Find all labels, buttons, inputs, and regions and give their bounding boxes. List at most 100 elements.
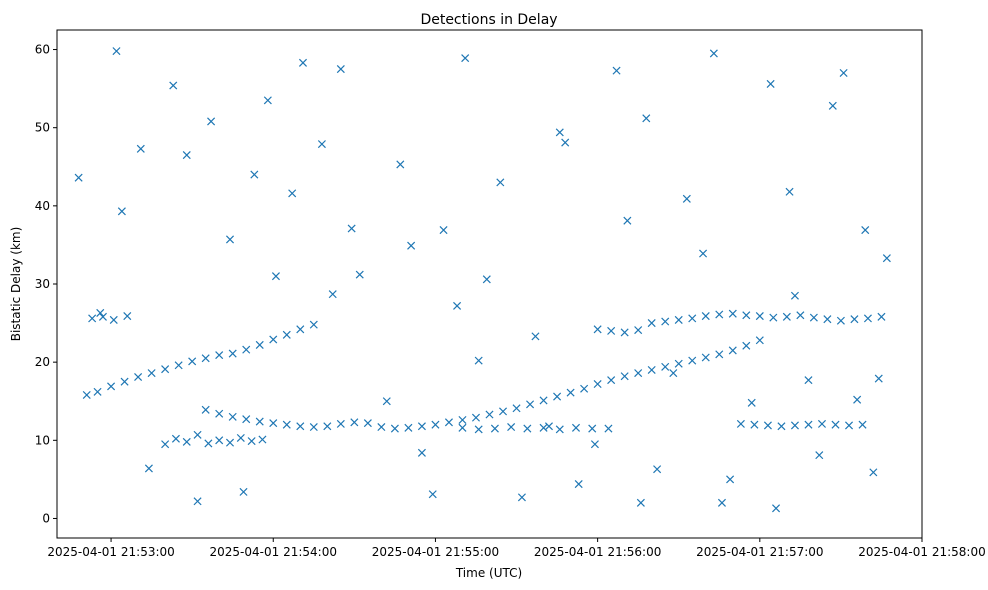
data-point (874, 374, 883, 383)
data-point (82, 390, 91, 400)
data-point (496, 178, 505, 187)
data-point (363, 419, 372, 428)
data-point (861, 226, 870, 235)
data-point (458, 423, 467, 432)
data-point (661, 362, 670, 371)
data-point (523, 424, 532, 433)
data-point (699, 249, 708, 258)
data-point (531, 332, 540, 341)
data-point (471, 413, 481, 422)
data-point (817, 419, 827, 428)
data-point (242, 345, 251, 354)
data-point (404, 423, 413, 432)
data-point (498, 407, 508, 416)
data-point (96, 308, 105, 317)
data-point (317, 140, 326, 149)
data-point (282, 420, 291, 429)
data-point (136, 144, 145, 153)
data-point (561, 138, 570, 147)
data-point (555, 425, 564, 434)
data-point (123, 312, 132, 321)
data-point (174, 361, 183, 370)
data-point (790, 291, 799, 300)
data-point (309, 422, 318, 432)
data-point (296, 325, 305, 334)
data-point (417, 448, 426, 457)
chart-title: Detections in Delay (420, 12, 557, 28)
data-point (607, 326, 616, 335)
data-point (507, 422, 516, 432)
data-point (574, 480, 583, 489)
data-point (717, 498, 726, 507)
data-point (323, 422, 332, 431)
data-point (877, 312, 886, 321)
data-point (804, 376, 813, 385)
data-point (377, 422, 386, 432)
data-point (461, 54, 470, 63)
x-tick-label: 2025-04-01 21:57:00 (696, 545, 823, 559)
y-tick-label: 20 (35, 355, 50, 369)
data-point (882, 254, 891, 263)
data-point (804, 420, 813, 429)
data-point (282, 330, 291, 339)
data-point (228, 412, 237, 421)
data-point (169, 81, 178, 90)
data-point (742, 341, 751, 350)
data-point (255, 340, 264, 349)
data-point (772, 504, 781, 513)
x-tick-label: 2025-04-01 21:53:00 (47, 545, 174, 559)
data-point (263, 96, 272, 105)
data-point (750, 420, 759, 429)
x-tick-label: 2025-04-01 21:58:00 (858, 545, 985, 559)
data-point (134, 372, 143, 382)
y-tick-label: 40 (35, 199, 50, 213)
data-point (747, 398, 756, 407)
data-point (88, 314, 97, 323)
data-point (831, 420, 840, 429)
data-point (250, 170, 259, 179)
data-point (844, 421, 854, 430)
y-axis: 0 10 20 30 40 50 60 (35, 43, 57, 525)
data-point (836, 316, 845, 325)
data-point (769, 313, 778, 322)
data-point (726, 475, 735, 484)
data-point (182, 151, 191, 160)
data-point (790, 421, 799, 430)
y-tick-label: 10 (35, 433, 50, 447)
y-tick-label: 0 (42, 511, 50, 525)
data-point (823, 315, 832, 324)
data-point (763, 421, 772, 430)
data-point (755, 336, 764, 345)
data-point (782, 312, 791, 321)
data-point (701, 353, 710, 362)
data-point (396, 160, 405, 169)
y-axis-title: Bistatic Delay (km) (9, 227, 23, 342)
data-point (182, 437, 191, 446)
plot-frame (56, 29, 923, 539)
data-point (144, 464, 153, 473)
x-axis: 2025-04-01 21:53:00 2025-04-01 21:54:00 20… (47, 538, 986, 559)
data-point (171, 434, 180, 443)
x-tick-label: 2025-04-01 21:55:00 (372, 545, 499, 559)
data-point (553, 392, 562, 401)
data-point (539, 423, 548, 432)
data-point (701, 312, 710, 321)
data-point (785, 187, 794, 196)
data-point (661, 317, 670, 326)
data-point (336, 65, 345, 74)
data-point (839, 68, 848, 78)
data-point (544, 422, 553, 431)
data-point (850, 315, 859, 324)
data-point (255, 417, 264, 426)
y-tick-label: 30 (35, 277, 50, 291)
data-point (458, 415, 467, 425)
data-point (161, 365, 170, 374)
data-point (107, 382, 116, 391)
data-point (347, 224, 356, 233)
data-point (193, 497, 202, 506)
data-point (247, 437, 256, 446)
data-point (688, 314, 697, 323)
data-point (580, 384, 589, 393)
data-point (328, 290, 337, 299)
